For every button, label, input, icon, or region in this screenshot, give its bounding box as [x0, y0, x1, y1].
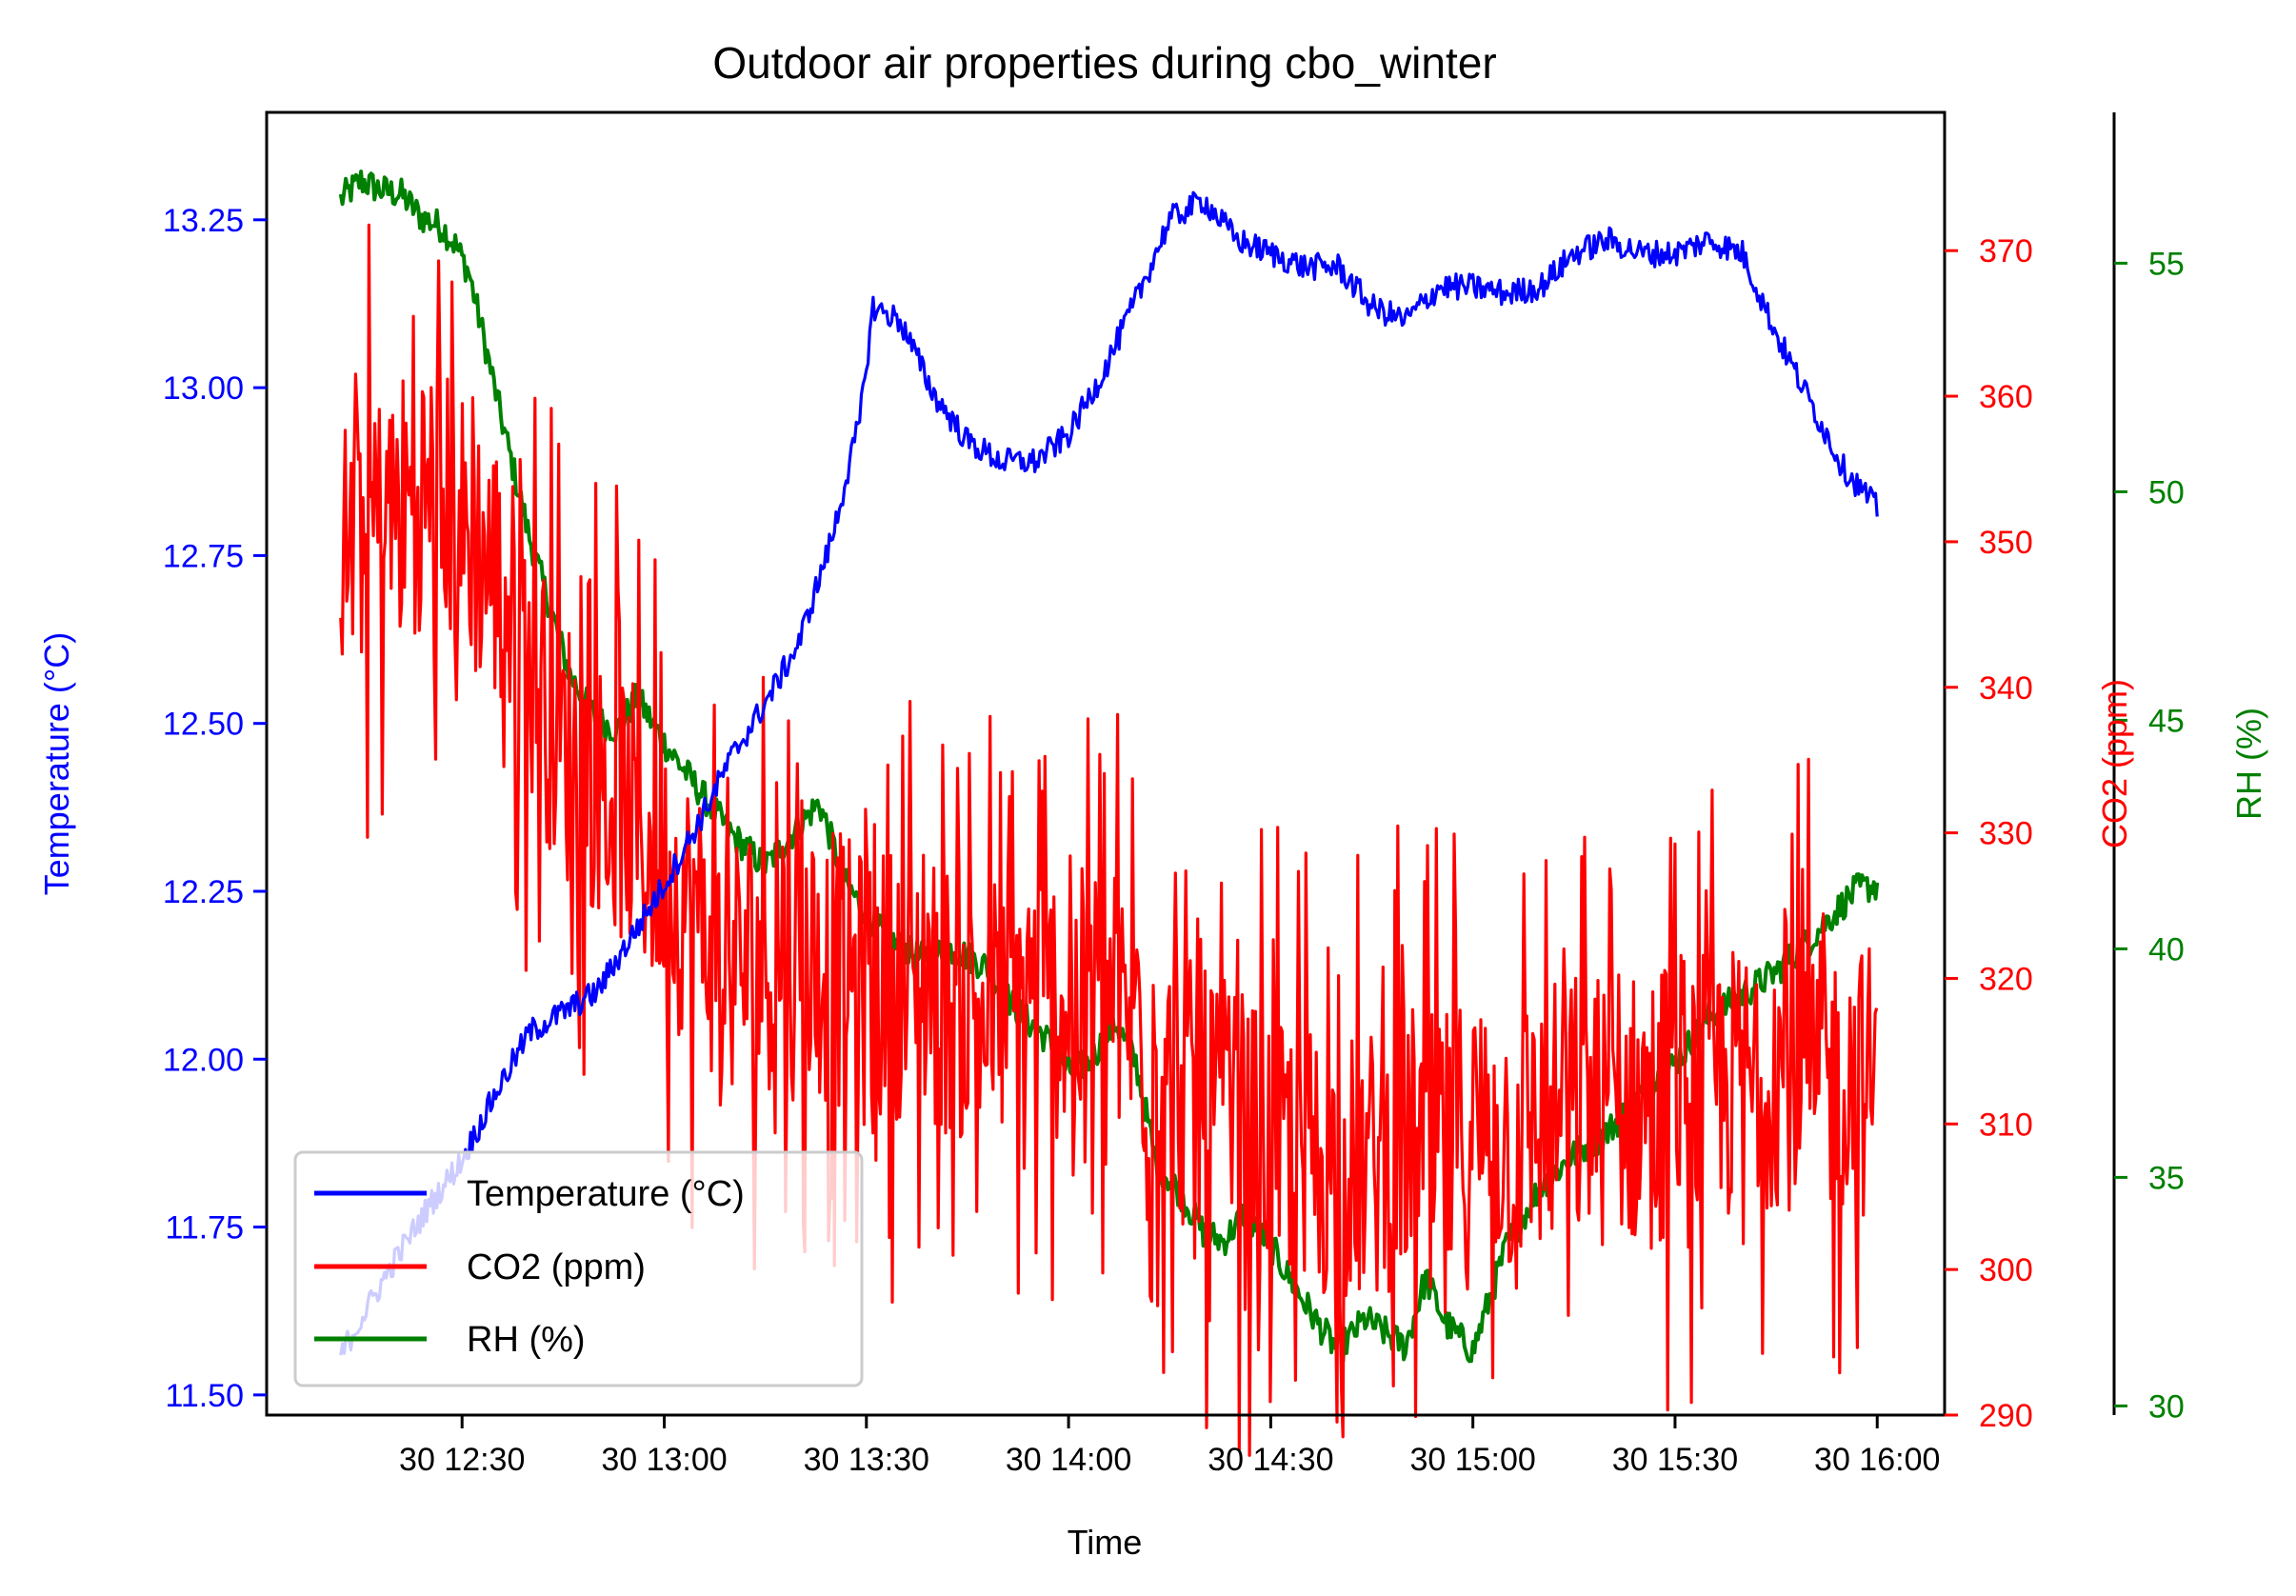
legend-label-co2: CO2 (ppm) — [467, 1247, 646, 1287]
rh-tick-label: 45 — [2148, 703, 2185, 739]
co2-axis: 290 300 310 320 330 340 350 360 370 — [1945, 233, 2033, 1434]
x-tick-label: 30 14:00 — [1006, 1442, 1131, 1478]
co2-tick-label: 310 — [1979, 1107, 2033, 1143]
temperature-axis: 11.50 11.75 12.00 12.25 12.50 12.75 13.00 13.25 — [163, 203, 267, 1414]
co2-tick-label: 340 — [1979, 670, 2033, 707]
x-tick-label: 30 14:30 — [1208, 1442, 1333, 1478]
series-line-temperature — [339, 190, 1879, 1356]
x-tick-label: 30 15:00 — [1409, 1442, 1535, 1478]
rh-axis-label: RH (%) — [2229, 708, 2268, 820]
co2-tick-label: 320 — [1979, 961, 2033, 997]
temperature-axis-label: Temperature (°C) — [37, 632, 76, 895]
x-axis: 30 12:30 30 13:00 30 13:30 30 14:00 30 14:30… — [399, 1415, 1940, 1478]
temperature-tick-label: 12.50 — [163, 707, 244, 743]
co2-tick-label: 370 — [1979, 233, 2033, 269]
temperature-tick-label: 13.25 — [163, 203, 244, 239]
rh-tick-label: 55 — [2148, 246, 2185, 282]
rh-axis: 30 35 40 45 50 55 — [2114, 246, 2185, 1425]
co2-tick-label: 330 — [1979, 816, 2033, 852]
co2-tick-label: 360 — [1979, 379, 2033, 415]
temperature-tick-label: 12.75 — [163, 538, 244, 574]
rh-tick-label: 35 — [2148, 1160, 2185, 1196]
temperature-tick-label: 11.75 — [165, 1210, 244, 1247]
temperature-tick-label: 12.25 — [163, 874, 244, 910]
rh-tick-label: 40 — [2148, 931, 2185, 968]
co2-axis-label: CO2 (ppm) — [2095, 679, 2134, 848]
temperature-tick-label: 12.00 — [163, 1042, 244, 1078]
x-axis-label: Time — [1068, 1523, 1143, 1562]
temperature-tick-label: 13.00 — [163, 370, 244, 407]
x-tick-label: 30 12:30 — [399, 1442, 525, 1478]
legend-box — [293, 1150, 864, 1387]
legend: Temperature (°C) CO2 (ppm) RH (%) — [293, 1150, 864, 1387]
series-line-co2 — [339, 223, 1879, 1457]
chart-title: Outdoor air properties during cbo_winter — [712, 38, 1496, 88]
co2-tick-label: 300 — [1979, 1252, 2033, 1288]
plot-frame — [265, 110, 1947, 1417]
plot-lines — [338, 170, 1880, 1457]
rh-tick-label: 30 — [2148, 1388, 2185, 1425]
x-tick-label: 30 13:00 — [601, 1442, 727, 1478]
co2-tick-label: 290 — [1979, 1398, 2033, 1434]
legend-label-temperature: Temperature (°C) — [467, 1174, 745, 1214]
x-tick-label: 30 15:30 — [1612, 1442, 1738, 1478]
co2-tick-label: 350 — [1979, 525, 2033, 561]
temperature-tick-label: 11.50 — [165, 1378, 244, 1414]
legend-label-rh: RH (%) — [467, 1320, 586, 1360]
rh-tick-label: 50 — [2148, 474, 2185, 510]
x-tick-label: 30 13:30 — [804, 1442, 929, 1478]
x-tick-label: 30 16:00 — [1814, 1442, 1940, 1478]
